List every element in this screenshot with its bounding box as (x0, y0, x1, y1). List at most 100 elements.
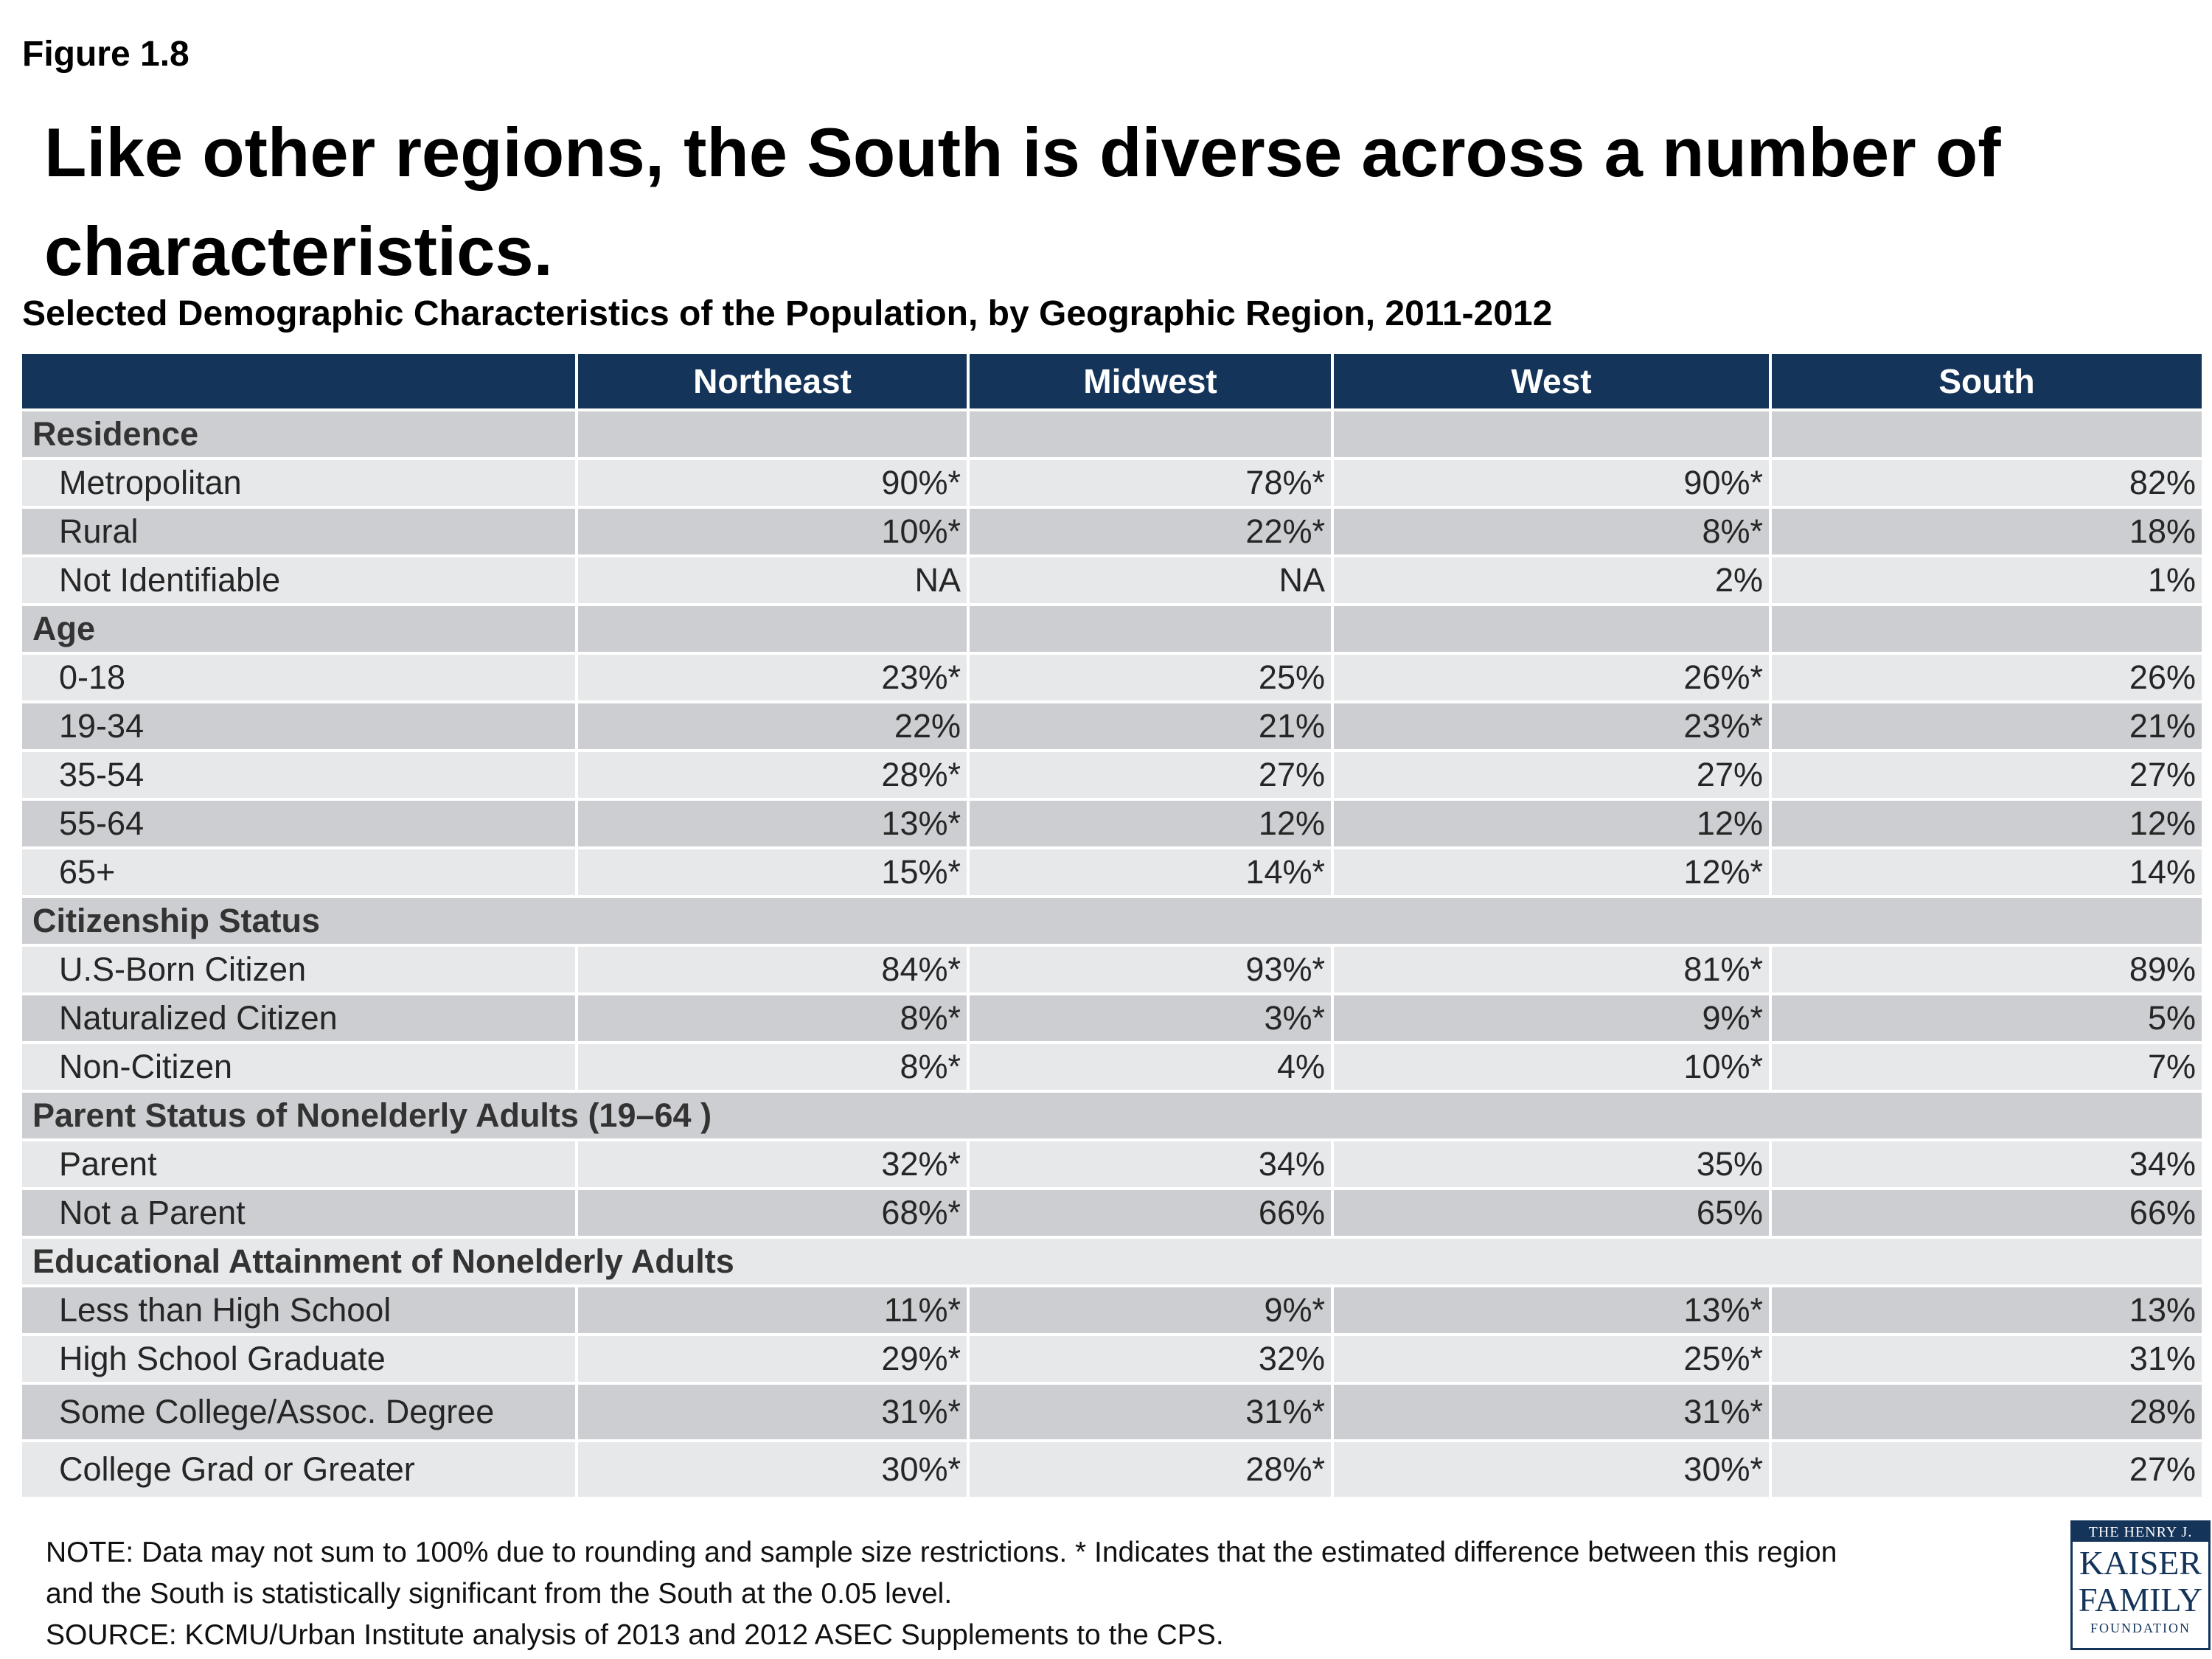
section-label: Educational Attainment of Nonelderly Adu… (22, 1239, 2202, 1284)
section-row: Age (22, 606, 2202, 652)
table-cell (1334, 411, 1769, 457)
table-cell: 30%* (1334, 1442, 1769, 1497)
table-cell: 31% (1772, 1336, 2202, 1382)
table-cell: 30%* (578, 1442, 967, 1497)
logo-line-1: THE HENRY J. (2073, 1523, 2208, 1542)
table-cell: 13%* (1334, 1287, 1769, 1333)
section-row: Educational Attainment of Nonelderly Adu… (22, 1239, 2202, 1284)
table-cell: 14%* (970, 849, 1331, 895)
table-row: High School Graduate 29%* 32% 25%* 31% (22, 1336, 2202, 1382)
section-row: Residence (22, 411, 2202, 457)
table-cell: 12%* (1334, 849, 1769, 895)
table-row: 65+ 15%* 14%* 12%* 14% (22, 849, 2202, 895)
table-cell: 23%* (578, 655, 967, 700)
table-cell: 9%* (970, 1287, 1331, 1333)
logo-line-4: FOUNDATION (2090, 1621, 2191, 1635)
logo-line-3: FAMILY (2078, 1581, 2203, 1618)
row-label: Some College/Assoc. Degree (22, 1385, 575, 1439)
table-cell: 28%* (970, 1442, 1331, 1497)
table-cell: 8%* (1334, 509, 1769, 554)
table-cell: 22% (578, 703, 967, 749)
table-cell: 84%* (578, 947, 967, 992)
table-cell: 27% (970, 752, 1331, 798)
table-row: Parent 32%* 34% 35% 34% (22, 1141, 2202, 1187)
section-row: Parent Status of Nonelderly Adults (19–6… (22, 1093, 2202, 1138)
table-cell: 78%* (970, 460, 1331, 506)
logo-line-2: KAISER (2079, 1544, 2202, 1582)
table-cell: 12% (970, 801, 1331, 846)
table-cell: 31%* (1334, 1385, 1769, 1439)
table-header-row: Northeast Midwest West South (22, 354, 2202, 408)
table-row: Less than High School 11%* 9%* 13%* 13% (22, 1287, 2202, 1333)
table-cell (1772, 606, 2202, 652)
table-cell (1334, 606, 1769, 652)
table-row: 0-18 23%* 25% 26%* 26% (22, 655, 2202, 700)
row-label: Rural (22, 509, 575, 554)
table-row: Naturalized Citizen 8%* 3%* 9%* 5% (22, 995, 2202, 1041)
table-cell: 26% (1772, 655, 2202, 700)
table-subtitle: Selected Demographic Characteristics of … (22, 294, 1553, 333)
table-cell: 1% (1772, 557, 2202, 603)
table-cell: 7% (1772, 1044, 2202, 1090)
row-label: U.S-Born Citizen (22, 947, 575, 992)
section-label: Parent Status of Nonelderly Adults (19–6… (22, 1093, 2202, 1138)
kaiser-family-foundation-logo: THE HENRY J. KAISER FAMILY FOUNDATION (2070, 1520, 2211, 1650)
table-row: College Grad or Greater 30%* 28%* 30%* 27% (22, 1442, 2202, 1497)
table-cell: 13%* (578, 801, 967, 846)
table-row: Not a Parent 68%* 66% 65% 66% (22, 1190, 2202, 1236)
table-cell: NA (970, 557, 1331, 603)
table-cell: 31%* (578, 1385, 967, 1439)
row-label: Parent (22, 1141, 575, 1187)
table-cell: 93%* (970, 947, 1331, 992)
table-cell (970, 606, 1331, 652)
table-cell: 68%* (578, 1190, 967, 1236)
table-cell: 18% (1772, 509, 2202, 554)
table-cell: 90%* (1334, 460, 1769, 506)
section-row: Citizenship Status (22, 898, 2202, 944)
headline-line-1: Like other regions, the South is diverse… (44, 114, 2001, 191)
table-cell: 65% (1334, 1190, 1769, 1236)
table-cell: 12% (1334, 801, 1769, 846)
headline-line-2: characteristics. (44, 212, 553, 290)
table-cell: 29%* (578, 1336, 967, 1382)
section-label: Residence (22, 411, 575, 457)
table-body: Residence Metropolitan 90%* 78%* 90%* 82% Rura… (22, 411, 2202, 1497)
headline: Like other regions, the South is diverse… (44, 103, 2109, 301)
row-label: High School Graduate (22, 1336, 575, 1382)
row-label: 35-54 (22, 752, 575, 798)
table-cell: 81%* (1334, 947, 1769, 992)
table-cell: 82% (1772, 460, 2202, 506)
table-cell: 8%* (578, 1044, 967, 1090)
table-cell: 8%* (578, 995, 967, 1041)
table-cell: 10%* (1334, 1044, 1769, 1090)
table-cell (1772, 411, 2202, 457)
header-south: South (1772, 354, 2202, 408)
note-line-2: and the South is statistically significa… (46, 1578, 953, 1610)
row-label: Naturalized Citizen (22, 995, 575, 1041)
row-label: College Grad or Greater (22, 1442, 575, 1497)
table-cell (578, 411, 967, 457)
table-cell: 28% (1772, 1385, 2202, 1439)
table-cell: 66% (970, 1190, 1331, 1236)
table-cell (970, 411, 1331, 457)
table-cell: 66% (1772, 1190, 2202, 1236)
table-cell: 90%* (578, 460, 967, 506)
table-cell: 34% (1772, 1141, 2202, 1187)
table-row: 55-64 13%* 12% 12% 12% (22, 801, 2202, 846)
table-cell: 5% (1772, 995, 2202, 1041)
table-cell: 3%* (970, 995, 1331, 1041)
table-cell: 27% (1772, 752, 2202, 798)
table-cell: 22%* (970, 509, 1331, 554)
header-west: West (1334, 354, 1769, 408)
table-row: Some College/Assoc. Degree 31%* 31%* 31%* 28… (22, 1385, 2202, 1439)
table-cell: NA (578, 557, 967, 603)
table-cell: 27% (1772, 1442, 2202, 1497)
row-label: 0-18 (22, 655, 575, 700)
table-cell (578, 606, 967, 652)
section-label: Citizenship Status (22, 898, 2202, 944)
table-cell: 32%* (578, 1141, 967, 1187)
figure-label: Figure 1.8 (22, 35, 189, 74)
row-label: 55-64 (22, 801, 575, 846)
table-cell: 21% (970, 703, 1331, 749)
table-cell: 27% (1334, 752, 1769, 798)
